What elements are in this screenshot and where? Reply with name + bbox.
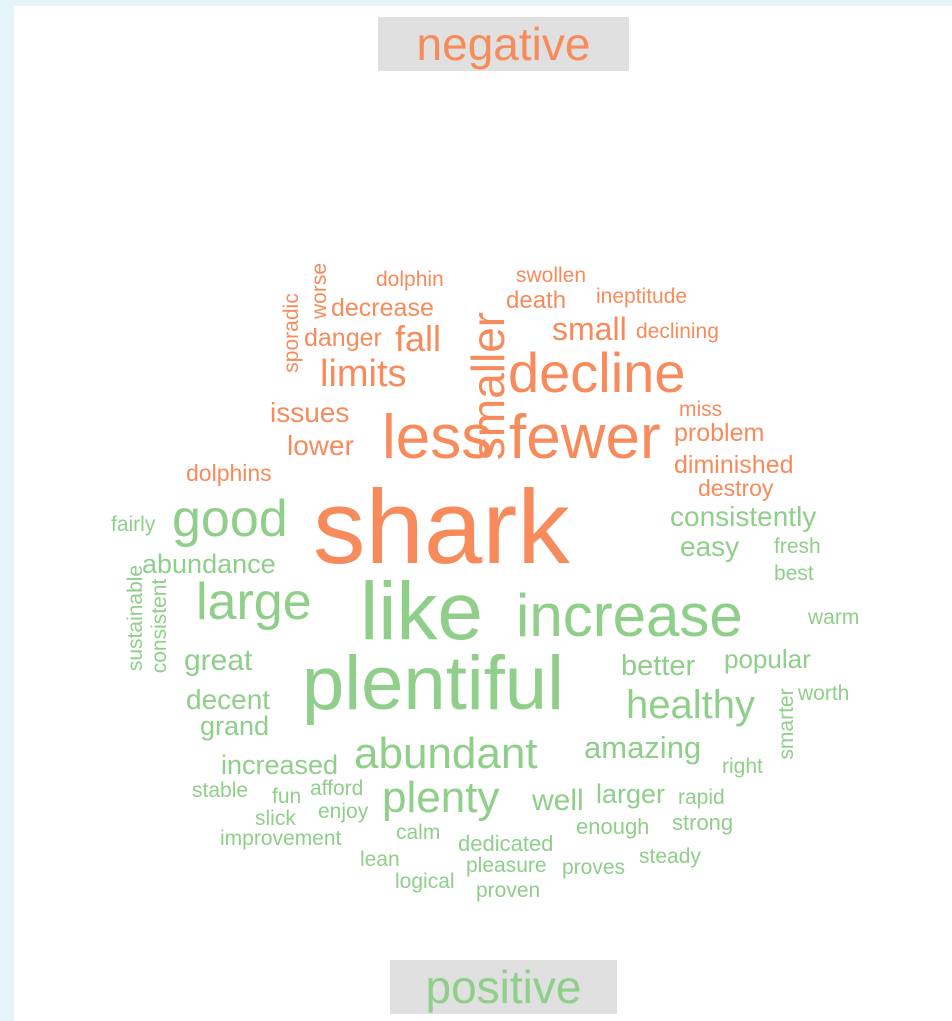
word-good: good bbox=[172, 490, 288, 548]
word-larger: larger bbox=[596, 779, 665, 809]
word-great: great bbox=[184, 644, 253, 677]
word-problem: problem bbox=[674, 419, 764, 447]
word-stable: stable bbox=[192, 779, 248, 802]
word-easy: easy bbox=[680, 531, 739, 562]
word-less: less bbox=[382, 403, 492, 472]
word-worse: worse bbox=[308, 263, 331, 320]
word-enough: enough bbox=[576, 814, 649, 839]
word-decrease: decrease bbox=[331, 294, 434, 322]
word-limits: limits bbox=[320, 353, 407, 395]
word-proven: proven bbox=[476, 879, 540, 902]
word-death: death bbox=[506, 287, 566, 314]
word-issues: issues bbox=[270, 397, 349, 428]
word-worth: worth bbox=[797, 682, 849, 705]
word-enjoy: enjoy bbox=[318, 800, 369, 823]
word-destroy: destroy bbox=[698, 475, 774, 501]
word-diminished: diminished bbox=[674, 451, 794, 479]
word-lean: lean bbox=[360, 848, 400, 871]
negative-category-text: negative bbox=[416, 18, 591, 70]
word-logical: logical bbox=[395, 870, 455, 893]
word-fall: fall bbox=[395, 318, 441, 359]
word-right: right bbox=[722, 755, 763, 778]
word-increased: increased bbox=[221, 750, 338, 780]
positive-category-text: positive bbox=[425, 961, 582, 1013]
word-steady: steady bbox=[639, 845, 701, 868]
word-abundance: abundance bbox=[142, 549, 276, 579]
word-abundant: abundant bbox=[354, 729, 538, 778]
word-swollen: swollen bbox=[516, 264, 586, 287]
word-declining: declining bbox=[636, 320, 719, 343]
word-strong: strong bbox=[672, 810, 733, 835]
word-sporadic: sporadic bbox=[280, 293, 303, 372]
word-shark: shark bbox=[313, 469, 570, 586]
word-ineptitude: ineptitude bbox=[596, 285, 687, 308]
word-grand: grand bbox=[200, 711, 269, 741]
word-dolphins: dolphins bbox=[186, 460, 272, 486]
word-danger: danger bbox=[304, 324, 382, 352]
word-increase: increase bbox=[516, 582, 743, 649]
word-proves: proves bbox=[562, 856, 625, 879]
word-amazing: amazing bbox=[584, 730, 701, 765]
word-fresh: fresh bbox=[774, 535, 821, 558]
word-like: like bbox=[360, 566, 483, 657]
word-fewer: fewer bbox=[509, 403, 661, 472]
word-miss: miss bbox=[679, 398, 722, 421]
word-well: well bbox=[531, 784, 584, 817]
word-popular: popular bbox=[724, 644, 811, 674]
word-best: best bbox=[774, 562, 814, 585]
word-fairly: fairly bbox=[111, 513, 156, 536]
word-better: better bbox=[621, 650, 695, 682]
word-consistent: consistent bbox=[148, 579, 171, 674]
wordcloud-panel: negative shark fewer less decline smaller lim… bbox=[14, 6, 952, 1021]
word-decline: decline bbox=[508, 341, 685, 404]
word-warm: warm bbox=[807, 606, 859, 629]
word-improvement: improvement bbox=[220, 827, 342, 850]
word-pleasure: pleasure bbox=[466, 854, 547, 877]
word-dolphin: dolphin bbox=[376, 268, 444, 291]
word-slick: slick bbox=[255, 807, 296, 830]
word-plentiful: plentiful bbox=[302, 641, 564, 726]
word-decent: decent bbox=[186, 684, 270, 715]
word-fun: fun bbox=[272, 785, 301, 808]
word-plenty: plenty bbox=[382, 773, 499, 822]
word-consistently: consistently bbox=[670, 501, 816, 532]
negative-category-label: negative bbox=[378, 17, 629, 71]
word-smarter: smarter bbox=[775, 688, 798, 759]
word-large: large bbox=[196, 573, 312, 631]
word-afford: afford bbox=[310, 777, 363, 800]
word-calm: calm bbox=[396, 821, 440, 844]
word-rapid: rapid bbox=[678, 786, 725, 809]
word-healthy: healthy bbox=[626, 683, 755, 727]
word-small: small bbox=[552, 311, 627, 347]
word-smaller: smaller bbox=[462, 312, 514, 460]
word-dedicated: dedicated bbox=[458, 831, 553, 856]
word-lower: lower bbox=[287, 430, 354, 461]
word-sustainable: sustainable bbox=[124, 565, 147, 671]
positive-category-label: positive bbox=[390, 960, 617, 1014]
